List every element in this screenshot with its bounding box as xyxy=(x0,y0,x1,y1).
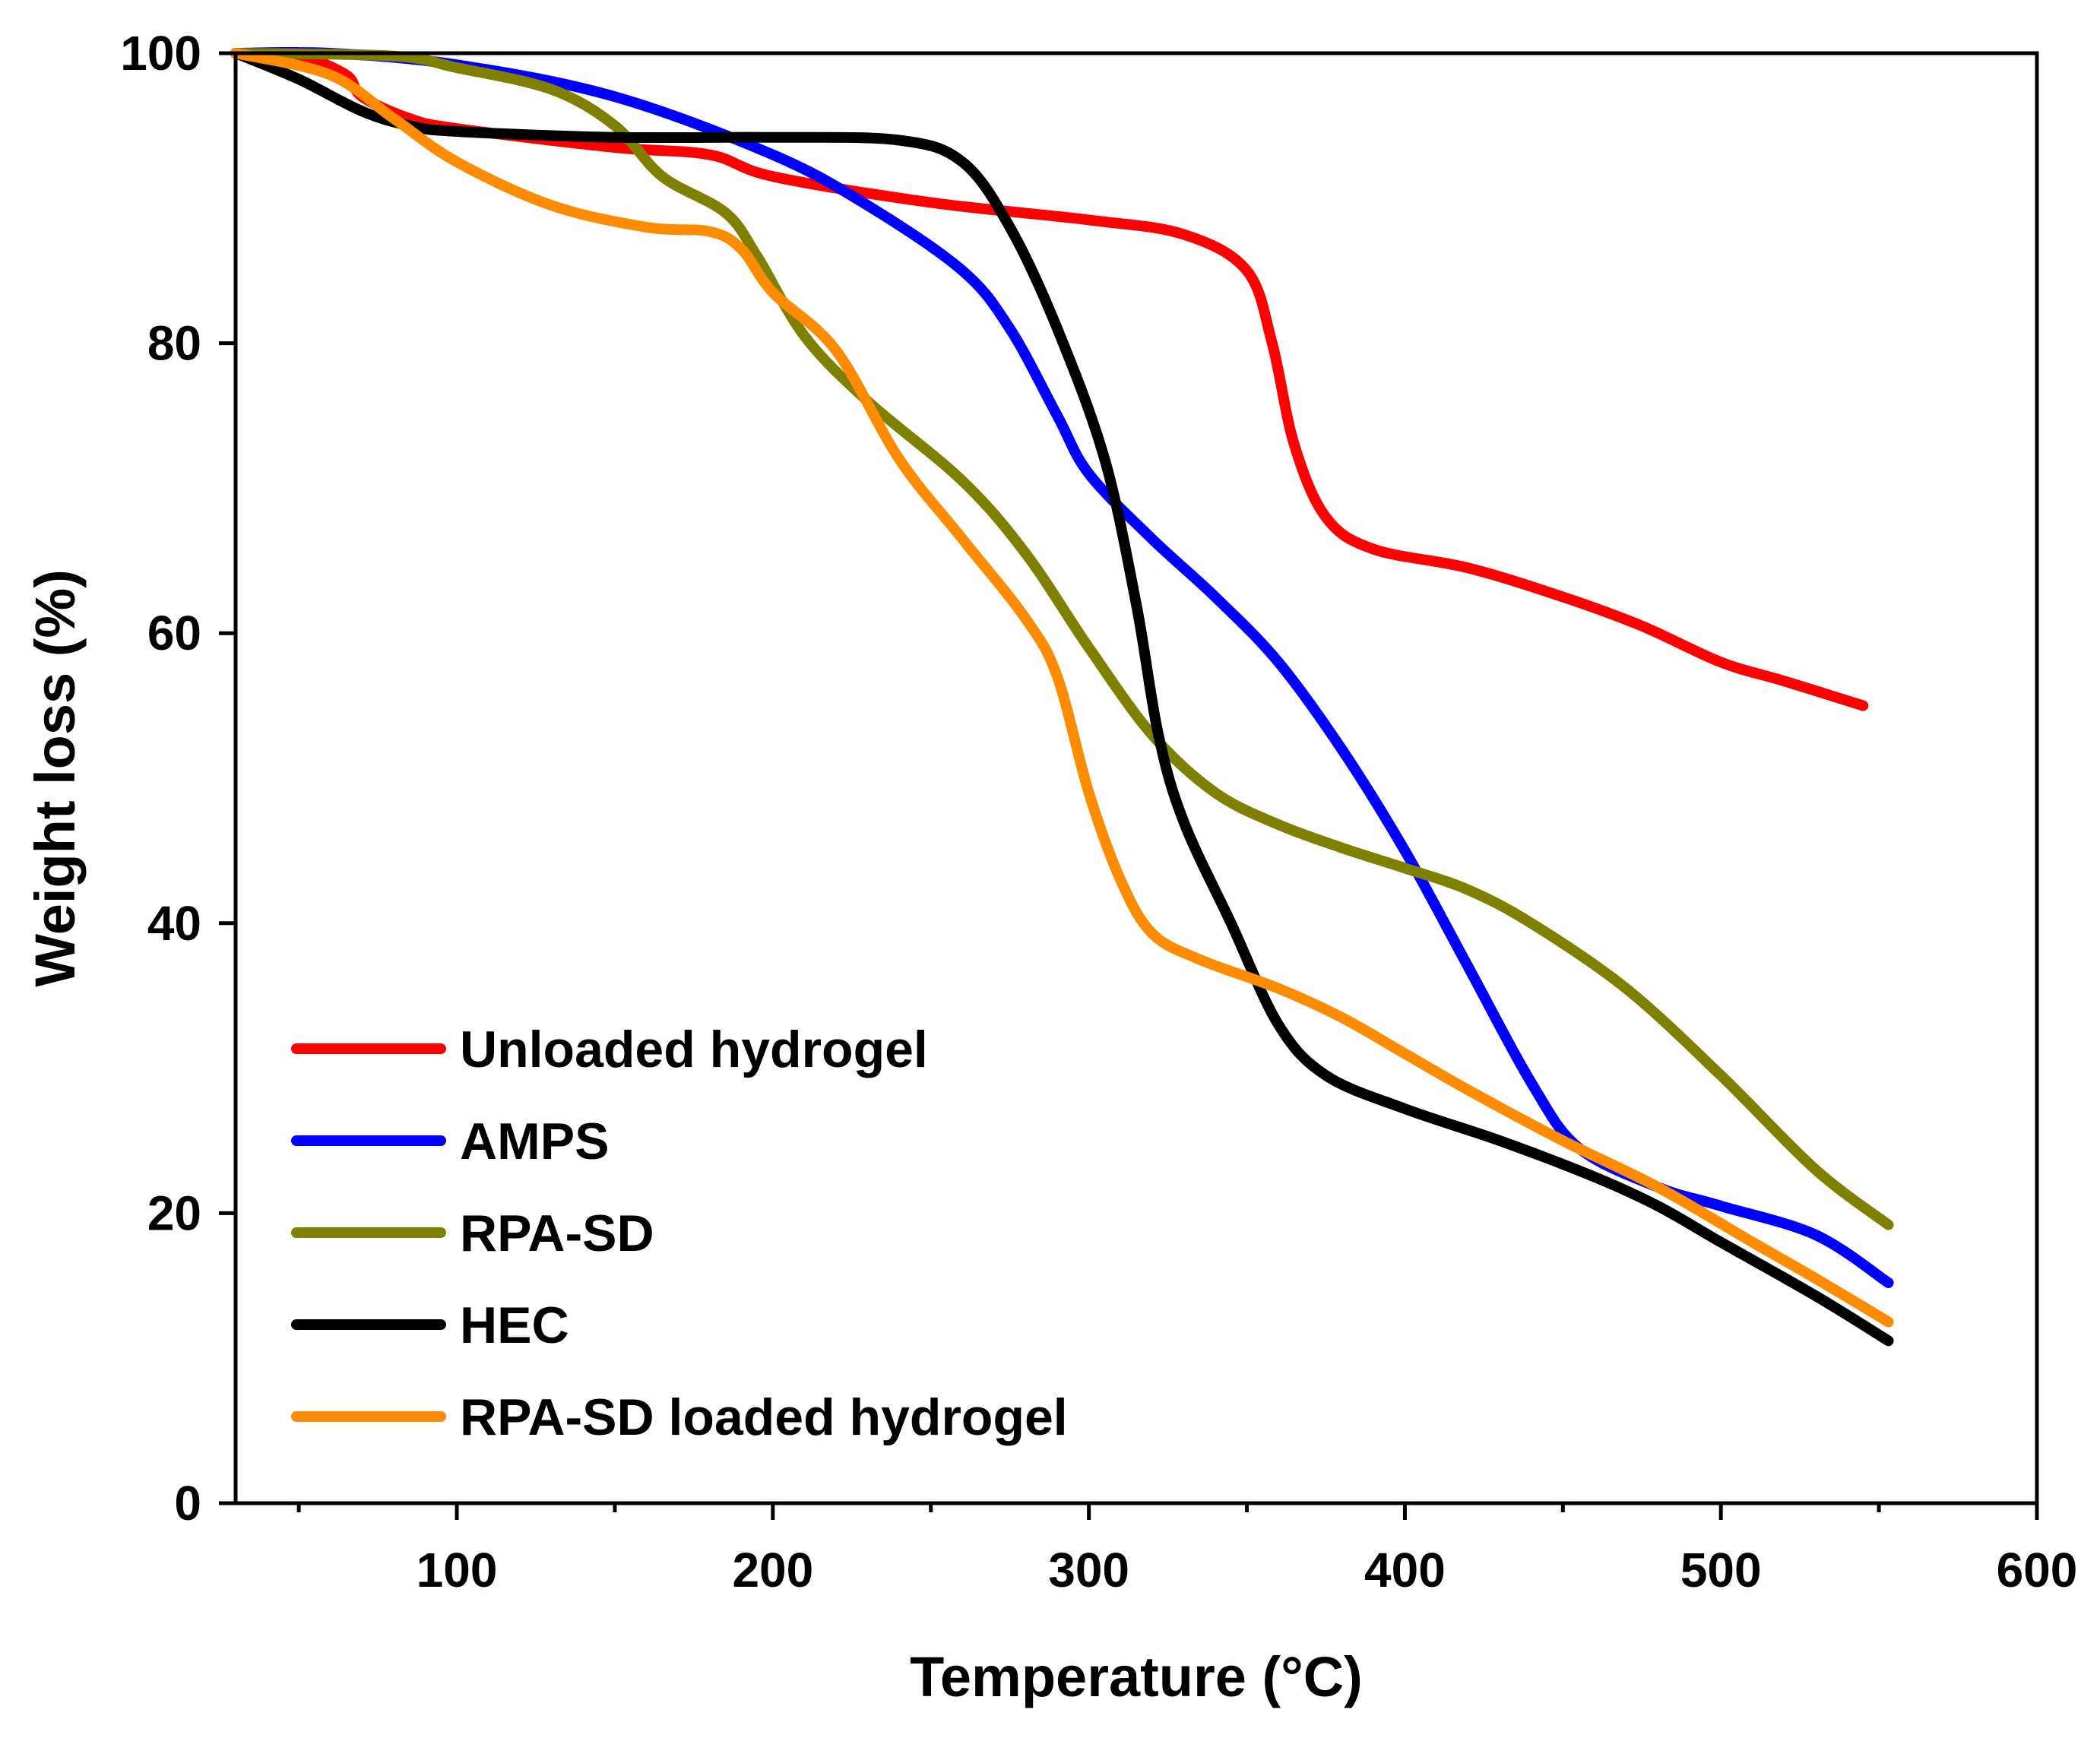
series-line-4 xyxy=(230,48,1894,1347)
series-layer xyxy=(230,46,1894,1347)
y-tick-label: 40 xyxy=(147,896,201,951)
y-axis-title: Weight loss (%) xyxy=(24,569,87,987)
legend: Unloaded hydrogel AMPS RPA-SD HEC RPA-SD loa… xyxy=(291,1021,1068,1446)
legend-label-5: RPA-SD loaded hydrogel xyxy=(460,1388,1068,1446)
x-tick-label: 400 xyxy=(1364,1543,1446,1597)
x-tick-label: 600 xyxy=(1997,1543,2078,1597)
series-line-1 xyxy=(230,48,1869,711)
y-tick-label: 60 xyxy=(147,606,201,660)
series-line-5 xyxy=(230,48,1894,1328)
y-tick-label: 20 xyxy=(147,1186,201,1240)
x-tick-label: 500 xyxy=(1680,1543,1762,1597)
y-tick-label: 80 xyxy=(147,316,201,371)
series-line-3 xyxy=(230,48,1894,1230)
axis-ticks: 100 200 300 400 500 600 0 20 40 60 80 100 xyxy=(120,26,2077,1597)
legend-label-1: Unloaded hydrogel xyxy=(460,1021,928,1078)
x-tick-label: 300 xyxy=(1048,1543,1129,1597)
y-tick-label: 100 xyxy=(120,26,201,81)
plot-frame xyxy=(233,51,2039,1505)
x-axis-title: Temperature (°C) xyxy=(910,1645,1363,1708)
x-tick-label: 100 xyxy=(417,1543,498,1597)
y-tick-label: 0 xyxy=(174,1476,201,1531)
legend-label-4: HEC xyxy=(460,1296,569,1354)
legend-label-2: AMPS xyxy=(460,1113,609,1170)
x-tick-label: 200 xyxy=(732,1543,813,1597)
legend-label-3: RPA-SD xyxy=(460,1205,654,1262)
